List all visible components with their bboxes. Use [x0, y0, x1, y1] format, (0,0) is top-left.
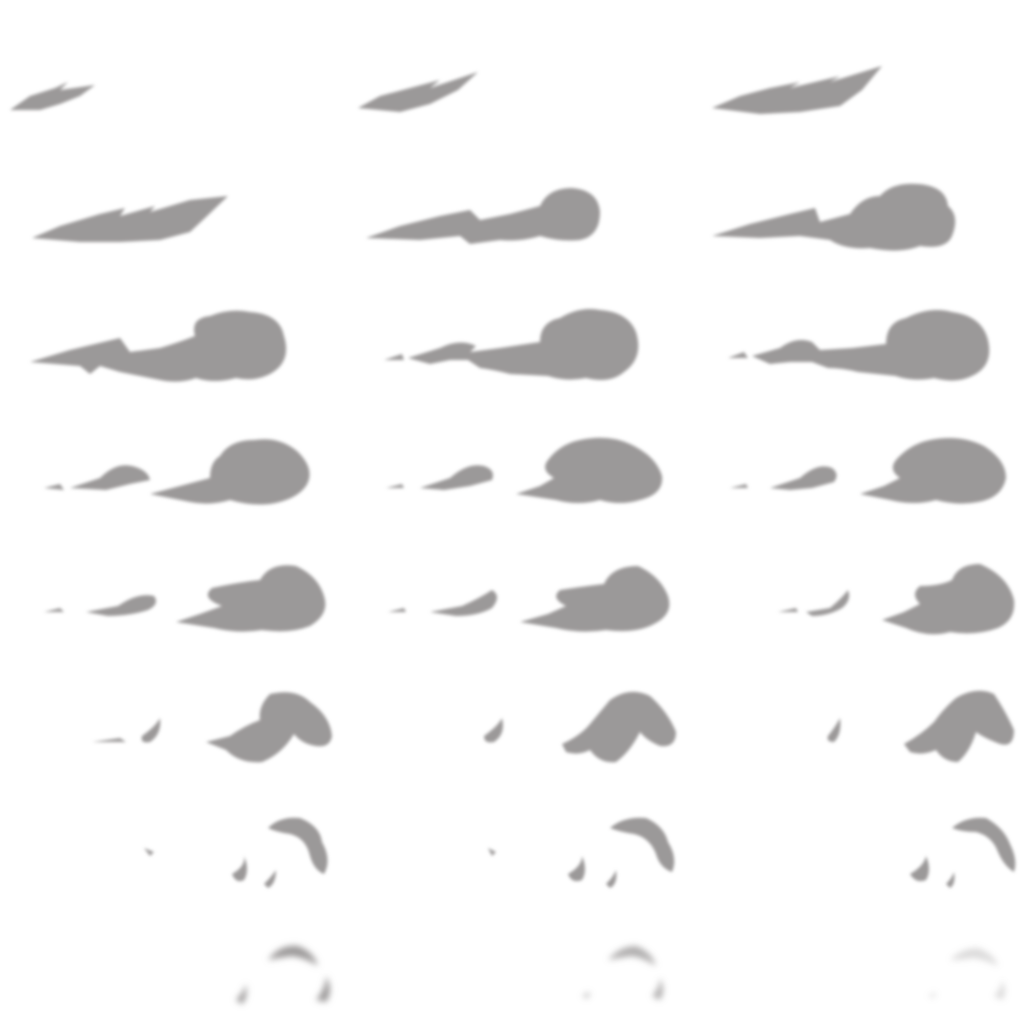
frame-18	[827, 690, 1014, 762]
frame-10	[44, 439, 310, 505]
frame-2	[358, 72, 478, 112]
frame-9	[728, 310, 990, 381]
frame-22	[236, 945, 330, 1004]
frame-15	[778, 564, 1015, 635]
frame-5	[366, 188, 600, 244]
smoke-frames	[10, 66, 1016, 1004]
frame-24	[928, 948, 1005, 1000]
frame-23	[582, 946, 663, 1000]
frame-14	[388, 566, 670, 632]
frame-12	[730, 438, 1006, 504]
frame-17	[484, 691, 676, 763]
frame-19	[144, 817, 328, 888]
frame-16	[92, 692, 332, 763]
frame-7	[30, 310, 287, 382]
frame-20	[488, 817, 675, 888]
frame-4	[32, 196, 228, 242]
frame-8	[384, 309, 639, 380]
frame-1	[10, 82, 95, 110]
frame-13	[44, 565, 326, 632]
frame-21	[910, 817, 1016, 888]
frame-11	[386, 437, 663, 503]
frame-3	[712, 66, 882, 114]
frame-6	[712, 183, 956, 251]
